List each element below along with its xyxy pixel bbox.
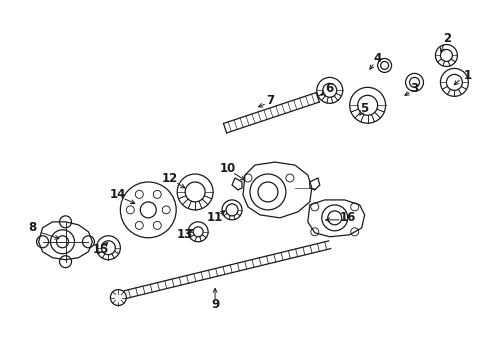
- Text: 3: 3: [411, 82, 418, 95]
- Text: 1: 1: [464, 69, 471, 82]
- Text: 8: 8: [28, 221, 37, 234]
- Text: 15: 15: [92, 243, 109, 256]
- Text: 7: 7: [266, 94, 274, 107]
- Text: 12: 12: [162, 171, 178, 185]
- Text: 11: 11: [207, 211, 223, 224]
- Text: 5: 5: [361, 102, 369, 115]
- Text: 9: 9: [211, 298, 219, 311]
- Text: 16: 16: [340, 211, 356, 224]
- Text: 2: 2: [443, 32, 451, 45]
- Text: 14: 14: [110, 188, 126, 202]
- Text: 6: 6: [326, 82, 334, 95]
- Text: 10: 10: [220, 162, 236, 175]
- Text: 13: 13: [177, 228, 193, 241]
- Text: 4: 4: [373, 52, 382, 65]
